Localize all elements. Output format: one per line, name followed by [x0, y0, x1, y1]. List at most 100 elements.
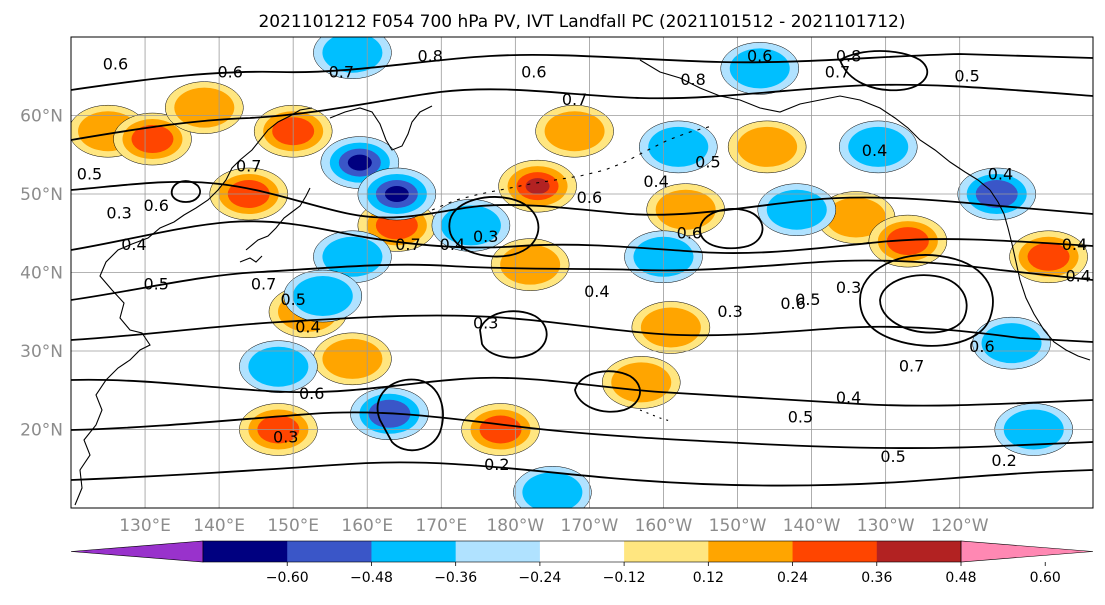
pv-shading-level: [131, 125, 174, 154]
colorbar-segment: [371, 541, 457, 562]
pv-shading-level: [826, 197, 887, 238]
pv-anomaly-blob: [513, 466, 592, 508]
contour-line: [71, 259, 1093, 301]
pv-shading-level: [655, 189, 716, 230]
contour-label: 0.6: [969, 337, 994, 356]
contour-label: 0.8: [836, 47, 861, 66]
lon-tick-label: 150°E: [267, 516, 319, 536]
colorbar-tick-label: −0.48: [350, 570, 393, 586]
pv-anomaly-blob: [972, 316, 1051, 370]
contour-labels: 0.6 0.6 0.70.80.60.70.80.6 0.80.7 0.50.40.50…: [77, 47, 1091, 474]
contour-label: 0.7: [395, 235, 420, 254]
contour-line: [71, 53, 1093, 91]
contour-label: 0.6: [577, 188, 602, 207]
pv-shading-level: [737, 126, 798, 167]
coastline-east-asia: [74, 107, 313, 506]
pv-shading-level: [766, 189, 827, 230]
contour-line: [71, 461, 1093, 487]
lat-tick-label: 60°N: [20, 107, 63, 127]
pv-anomaly-blob: [113, 112, 192, 166]
contour-label: 0.4: [440, 235, 465, 254]
colorbar-segment: [624, 541, 709, 562]
pc-contours: [71, 50, 1093, 487]
contour-line: [71, 411, 1093, 450]
colorbar-tick-label: 0.60: [1030, 570, 1061, 586]
contour-line: [71, 83, 1093, 141]
pv-shading-level: [640, 307, 701, 348]
contour-label: 0.4: [836, 388, 861, 407]
lon-tick-label: 180°W: [486, 516, 544, 536]
contour-label: 0.2: [484, 455, 509, 474]
contour-label: 0.5: [143, 274, 168, 293]
contour-label: 0.5: [795, 290, 820, 309]
colorbar-segment: [539, 541, 625, 562]
contour-label: 0.4: [121, 235, 146, 254]
contour-closed: [838, 50, 929, 92]
pv-anomaly-blob: [601, 356, 681, 409]
map-panel: 0.6 0.6 0.70.80.60.70.80.6 0.80.7 0.50.40.50…: [70, 36, 1094, 509]
colorbar-tick-label: 0.12: [693, 570, 724, 586]
contour-label: 0.6: [677, 223, 702, 242]
coastline-japan: [239, 187, 311, 263]
pv-anomaly-shading: [71, 37, 1088, 508]
latitude-tick-labels: 20°N 30°N 40°N 50°N 60°N: [20, 107, 63, 441]
pv-shading-level: [886, 227, 929, 256]
contour-label: 0.5: [77, 164, 102, 183]
contour-label: 0.5: [695, 153, 720, 172]
pv-shading-level: [611, 362, 672, 403]
pv-anomaly-blob: [868, 214, 948, 268]
contour-label: 0.4: [1062, 235, 1087, 254]
colorbar-tick-label: −0.12: [603, 570, 646, 586]
lon-tick-label: 150°W: [709, 516, 767, 536]
colorbar: −0.60 −0.48 −0.36 −0.24 −0.12 0.12 0.24 0.36 0.4…: [70, 540, 1094, 586]
contour-closed: [376, 378, 444, 452]
contour-line: [71, 376, 1093, 407]
contour-label: 0.3: [273, 427, 298, 446]
contour-label: 0.5: [280, 290, 305, 309]
pv-anomaly-blob: [283, 269, 363, 323]
contour-label: 0.5: [954, 66, 979, 85]
colorbar-tick-label: −0.60: [266, 570, 309, 586]
lon-tick-label: 140°E: [193, 516, 245, 536]
lon-tick-label: 170°W: [561, 516, 619, 536]
contour-line: [71, 220, 1093, 254]
contour-label: 0.4: [862, 141, 887, 160]
coastlines: [74, 59, 1091, 506]
pv-shading-level: [981, 323, 1042, 364]
pv-shading-level: [522, 472, 583, 508]
contour-label: 0.6: [217, 62, 242, 81]
lat-tick-label: 20°N: [20, 421, 63, 441]
colorbar-segment: [455, 541, 541, 562]
pv-anomaly-blob: [631, 301, 711, 354]
pv-shading-level: [848, 126, 909, 167]
contour-label: 0.8: [680, 70, 705, 89]
contour-label: 0.6: [143, 196, 168, 215]
pv-shading-level: [729, 48, 790, 89]
contour-label: 0.4: [988, 164, 1013, 183]
longitude-tick-labels: 130°E 140°E 150°E 160°E 170°E 180°W 170°W 160°W…: [119, 516, 989, 536]
pv-shading-level: [544, 111, 605, 152]
pv-shading-level: [248, 346, 309, 387]
lat-tick-label: 50°N: [20, 185, 63, 205]
lon-tick-label: 170°E: [415, 516, 467, 536]
contour-closed: [699, 208, 764, 250]
contour-label: 0.7: [251, 274, 276, 293]
lon-tick-label: 160°E: [341, 516, 393, 536]
lon-tick-label: 120°W: [931, 516, 989, 536]
pv-anomaly-blob: [165, 81, 244, 134]
contour-label: 0.6: [299, 384, 324, 403]
contour-label: 0.4: [584, 282, 609, 301]
figure-title: 2021101212 F054 700 hPa PV, IVT Landfall…: [258, 12, 905, 32]
colorbar-outline: [202, 540, 962, 563]
map-gridlines: [71, 37, 1093, 508]
pv-shading-level: [440, 205, 501, 246]
contour-label: 0.3: [473, 227, 498, 246]
contour-label: 0.3: [717, 302, 742, 321]
pv-shading-level: [292, 276, 353, 317]
contour-label: 0.7: [329, 62, 354, 81]
contour-closed: [170, 180, 201, 203]
pv-anomaly-blob: [535, 104, 614, 158]
pv-anomaly-blob: [727, 120, 807, 174]
lon-tick-label: 130°W: [857, 516, 915, 536]
